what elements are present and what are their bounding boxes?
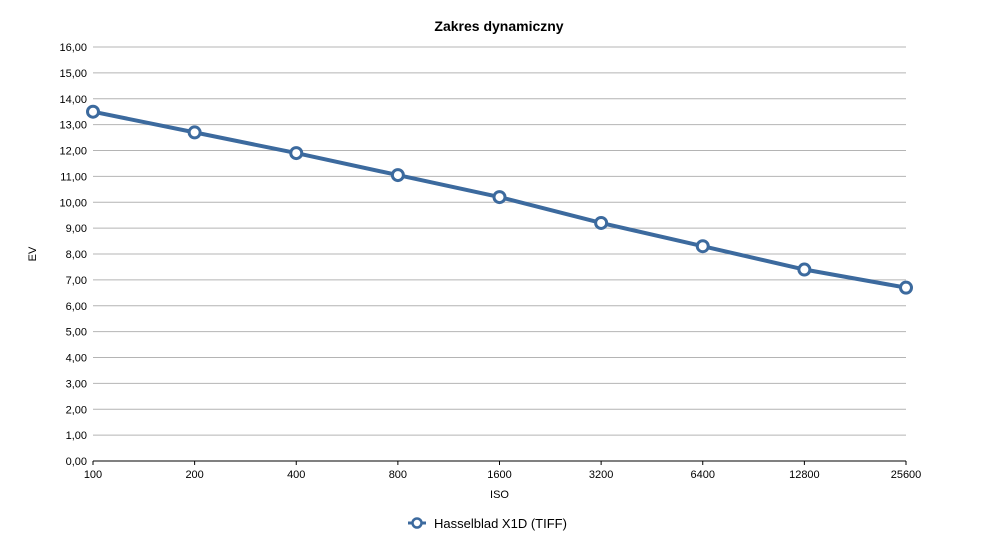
data-point: [797, 262, 812, 277]
y-tick-label: 3,00: [66, 378, 87, 390]
y-tick-label: 7,00: [66, 275, 87, 287]
data-point: [86, 104, 100, 119]
series-layer: [86, 104, 913, 295]
y-tick-label: 10,00: [59, 197, 87, 209]
x-tick-label: 400: [287, 469, 305, 481]
chart-title: Zakres dynamiczny: [434, 18, 563, 34]
y-tick-label: 16,00: [59, 42, 87, 54]
y-tick-label: 9,00: [66, 223, 87, 235]
data-point: [187, 125, 202, 140]
data-point: [594, 215, 609, 230]
y-tick-label: 11,00: [60, 171, 87, 183]
y-tick-label: 1,00: [66, 430, 87, 442]
x-axis-label: ISO: [490, 489, 509, 501]
x-tick-label: 3200: [589, 469, 613, 481]
y-tick-label: 0,00: [66, 456, 87, 468]
y-tick-label: 8,00: [66, 249, 87, 261]
data-point: [695, 239, 710, 254]
legend-entry-label: Hasselblad X1D (TIFF): [434, 516, 567, 531]
x-tick-label: 100: [84, 469, 102, 481]
x-tick-label: 800: [389, 469, 407, 481]
y-tick-label: 2,00: [66, 404, 87, 416]
x-tick-label: 25600: [891, 469, 922, 481]
x-tick-label: 6400: [691, 469, 715, 481]
y-tick-label: 4,00: [66, 353, 87, 365]
data-point: [899, 280, 913, 295]
legend-marker-swatch: [411, 517, 423, 529]
data-point: [289, 146, 304, 161]
data-point: [492, 190, 507, 205]
y-axis-ticks: 0,00 1,00 2,00 3,00 4,00 5,00 6,00 7,00 8,00 9,00…: [59, 42, 87, 468]
x-tick-label: 200: [185, 469, 203, 481]
y-tick-label: 15,00: [59, 68, 87, 80]
y-axis-label: EV: [27, 246, 39, 261]
y-tick-label: 14,00: [59, 94, 87, 106]
data-point: [390, 168, 405, 183]
x-axis-ticks: 100 200 400 800 1600 3200 6400 12800 25600: [84, 461, 921, 481]
y-tick-label: 6,00: [66, 301, 87, 313]
y-tick-label: 5,00: [66, 327, 87, 339]
y-tick-label: 12,00: [59, 146, 87, 158]
y-tick-label: 13,00: [59, 120, 87, 132]
legend: Hasselblad X1D (TIFF): [408, 516, 567, 531]
x-tick-label: 12800: [789, 469, 820, 481]
gridlines: [93, 46, 906, 436]
x-tick-label: 1600: [487, 469, 511, 481]
